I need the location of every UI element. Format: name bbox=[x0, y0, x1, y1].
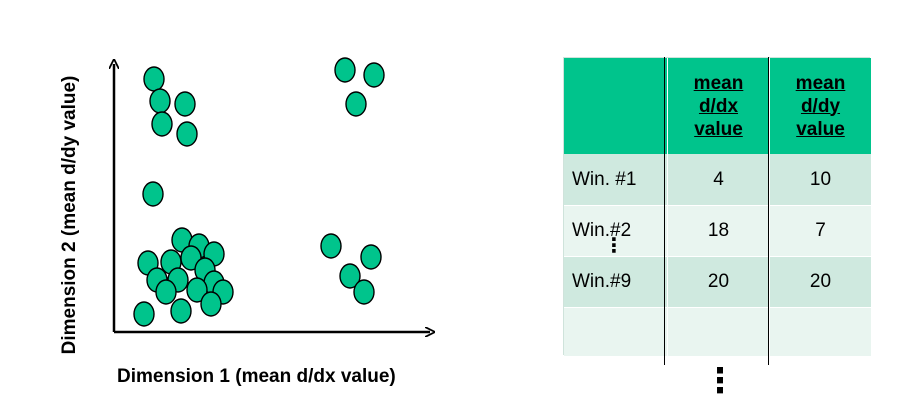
scatter-point bbox=[174, 91, 196, 117]
scatter-point bbox=[151, 111, 173, 137]
scatter-point bbox=[176, 121, 198, 147]
header-empty-cell bbox=[564, 58, 667, 154]
row-1-dy-value: 10 bbox=[769, 154, 871, 205]
table-divider-line-1 bbox=[664, 57, 665, 365]
row-2-dy-value: 7 bbox=[769, 205, 871, 256]
scatter-plot-svg bbox=[0, 57, 540, 414]
more-rows-ellipsis-icon: ⋮ bbox=[703, 362, 737, 400]
header-dy-cell: mean d/dy value bbox=[769, 58, 871, 154]
header-dx-cell: mean d/dx value bbox=[667, 58, 769, 154]
row-1-dx-value: 4 bbox=[667, 154, 769, 205]
scatter-point bbox=[149, 88, 171, 114]
scatter-point bbox=[142, 181, 164, 207]
scatter-point bbox=[339, 263, 361, 289]
y-axis-label: Dimension 2 (mean d/dy value) bbox=[59, 75, 80, 355]
row-3-dy-value: 20 bbox=[769, 256, 871, 307]
scatter-point bbox=[334, 57, 356, 83]
scatter-point bbox=[345, 91, 367, 117]
row-4-dx-value bbox=[667, 307, 769, 356]
header-dx-label: mean d/dx value bbox=[693, 72, 744, 140]
scatter-point bbox=[360, 244, 382, 270]
row-3-label: Win.#9 bbox=[564, 256, 667, 307]
row-ellipsis-icon: ⋮ bbox=[604, 235, 624, 257]
scatter-point bbox=[363, 62, 385, 88]
scatter-diagram: Dimension 2 (mean d/dy value) Dimension … bbox=[0, 57, 540, 414]
header-dy-label: mean d/dy value bbox=[795, 72, 846, 140]
row-1-label: Win. #1 bbox=[564, 154, 667, 205]
feature-table: mean d/dx value mean d/dy value Win. #1 … bbox=[563, 57, 871, 356]
scatter-point bbox=[143, 66, 165, 92]
scatter-point bbox=[200, 291, 222, 317]
row-4-dy-value bbox=[769, 307, 871, 356]
table-divider-line-2 bbox=[768, 57, 769, 365]
scatter-point bbox=[320, 233, 342, 259]
row-4-label bbox=[564, 307, 667, 356]
scatter-point bbox=[353, 279, 375, 305]
scatter-point bbox=[186, 277, 208, 303]
row-3-dx-value: 20 bbox=[667, 256, 769, 307]
scatter-point bbox=[170, 298, 192, 324]
scatter-point bbox=[155, 279, 177, 305]
scatter-point bbox=[133, 301, 155, 327]
row-2-dx-value: 18 bbox=[667, 205, 769, 256]
row-2-label: Win.#2 bbox=[564, 205, 667, 256]
x-axis-label: Dimension 1 (mean d/dx value) bbox=[117, 366, 396, 387]
